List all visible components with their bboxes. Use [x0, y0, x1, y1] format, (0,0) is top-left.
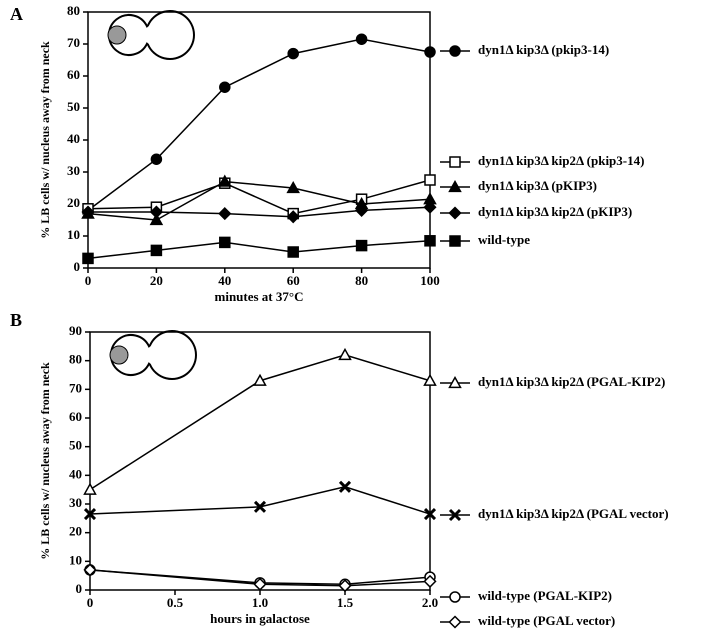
y-tick-label: 30: [69, 495, 82, 510]
series-line: [87, 180, 431, 221]
y-tick-label: 60: [67, 67, 80, 82]
y-tick-label: 40: [67, 131, 80, 146]
marker: [355, 239, 368, 252]
x-tick-label: 20: [150, 273, 163, 288]
y-tick-label: 90: [69, 323, 82, 338]
marker: [253, 373, 267, 386]
marker: [149, 212, 164, 226]
marker: [83, 507, 97, 521]
x-tick-label: 1.0: [252, 595, 268, 610]
marker: [286, 210, 300, 224]
marker: [449, 235, 461, 247]
x-tick-label: 0.5: [167, 595, 184, 610]
marker: [287, 47, 299, 60]
x-axis-label: hours in galactose: [210, 611, 310, 626]
y-tick-label: 20: [69, 524, 82, 539]
x-tick-label: 0: [85, 273, 92, 288]
marker: [448, 375, 462, 389]
y-tick-label: 10: [69, 552, 82, 567]
marker: [253, 577, 267, 591]
x-tick-label: 1.5: [337, 595, 354, 610]
marker: [83, 563, 97, 577]
legend-label: dyn1Δ kip3Δ kip2Δ (PGAL vector): [478, 506, 669, 521]
marker: [150, 244, 163, 257]
legend-label: dyn1Δ kip3Δ kip2Δ (pKIP3): [478, 204, 632, 219]
y-tick-label: 80: [69, 352, 82, 367]
marker: [219, 236, 231, 249]
y-tick-label: 50: [69, 438, 82, 453]
panel-label: A: [10, 4, 23, 24]
y-tick-label: 30: [67, 163, 80, 178]
legend-label: wild-type (PGAL-KIP2): [478, 588, 612, 603]
marker: [149, 205, 163, 219]
marker: [286, 180, 300, 194]
y-axis-label: % LB cells w/ nucleus away from neck: [38, 41, 52, 239]
x-tick-label: 80: [355, 273, 368, 288]
x-tick-label: 2.0: [422, 595, 438, 610]
x-tick-label: 100: [420, 273, 440, 288]
marker: [448, 508, 462, 522]
y-axis-label: % LB cells w/ nucleus away from neck: [38, 362, 52, 560]
x-axis-label: minutes at 37°C: [215, 289, 304, 304]
cell-icon: [109, 330, 197, 380]
y-tick-label: 80: [67, 3, 80, 18]
marker: [355, 203, 369, 217]
y-tick-label: 60: [69, 409, 82, 424]
marker: [449, 45, 461, 57]
y-tick-label: 50: [67, 99, 80, 114]
marker: [83, 482, 97, 495]
panel-label: B: [10, 310, 22, 330]
legend-label: dyn1Δ kip3Δ kip2Δ (pkip3-14): [478, 153, 644, 168]
marker: [287, 246, 299, 258]
marker: [424, 46, 436, 58]
x-tick-label: 40: [218, 273, 231, 288]
marker: [82, 252, 94, 265]
marker: [424, 235, 436, 247]
y-tick-label: 70: [67, 35, 80, 50]
marker: [338, 480, 352, 493]
y-tick-label: 70: [69, 380, 82, 395]
series-line: [88, 206, 431, 218]
marker: [253, 500, 267, 513]
series-line: [89, 569, 431, 587]
legend-label: dyn1Δ kip3Δ (pkip3-14): [478, 42, 609, 57]
series-line: [89, 354, 431, 491]
marker: [448, 615, 462, 629]
y-tick-label: 40: [69, 466, 82, 481]
y-tick-label: 10: [67, 227, 80, 242]
marker: [338, 579, 352, 593]
marker: [449, 156, 461, 168]
y-tick-label: 0: [76, 581, 83, 596]
x-tick-label: 0: [87, 595, 94, 610]
legend-label: dyn1Δ kip3Δ (pKIP3): [478, 178, 597, 193]
series-line: [87, 240, 431, 260]
marker: [150, 153, 163, 165]
x-tick-label: 60: [287, 273, 300, 288]
y-tick-label: 20: [67, 195, 80, 210]
marker: [424, 174, 436, 186]
legend-label: wild-type (PGAL vector): [478, 613, 615, 628]
legend-label: wild-type: [478, 232, 530, 247]
marker: [423, 373, 437, 386]
legend-label: dyn1Δ kip3Δ kip2Δ (PGAL-KIP2): [478, 374, 665, 389]
series-line: [87, 179, 431, 215]
marker: [219, 81, 231, 93]
series-line: [89, 486, 431, 515]
marker: [355, 33, 368, 45]
marker: [338, 347, 352, 361]
cell-icon: [107, 10, 195, 60]
series-line: [87, 38, 431, 212]
marker: [423, 507, 437, 521]
marker: [218, 174, 232, 187]
marker: [448, 179, 462, 193]
marker: [449, 591, 461, 603]
marker: [218, 207, 232, 221]
marker: [448, 206, 462, 220]
y-tick-label: 0: [74, 259, 81, 274]
marker: [81, 205, 95, 219]
marker: [423, 574, 437, 588]
marker: [423, 200, 437, 214]
